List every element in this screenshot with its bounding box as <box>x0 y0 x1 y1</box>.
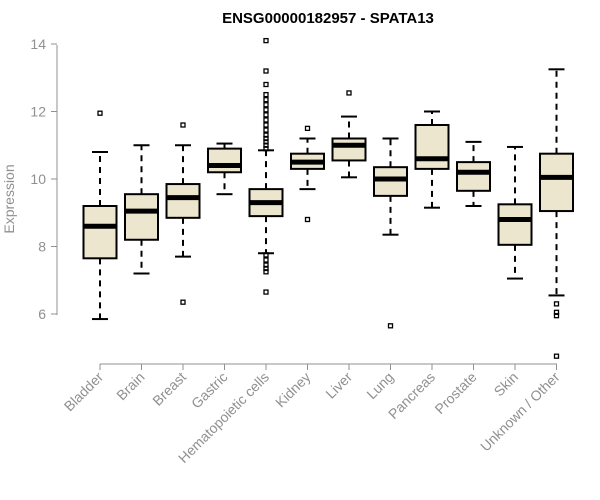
y-tick-label: 12 <box>30 104 46 120</box>
y-tick-label: 6 <box>38 306 46 322</box>
chart-title: ENSG00000182957 - SPATA13 <box>222 10 434 27</box>
box-group-brain <box>124 144 159 275</box>
outlier-point <box>263 132 269 138</box>
y-axis-ticks: 6 8 10 12 14 <box>30 36 57 322</box>
outlier-point <box>263 252 269 258</box>
iqr-box <box>82 205 118 260</box>
box-group-lung <box>373 137 408 329</box>
outlier-point <box>263 127 269 133</box>
box-group-prostate <box>456 140 491 207</box>
outlier-point <box>263 81 269 88</box>
x-tick-label: Bladder <box>61 369 107 415</box>
box-group-hematopoietic-cells <box>248 37 284 295</box>
outlier-point <box>553 309 560 315</box>
outlier-point <box>346 90 352 96</box>
outlier-point <box>263 117 269 123</box>
outlier-point <box>263 37 269 44</box>
x-tick-label: Brain <box>113 369 147 403</box>
outlier-point <box>97 110 103 116</box>
x-tick-label: Kidney <box>272 369 314 411</box>
iqr-box <box>456 161 491 192</box>
x-tick-label: Prostate <box>431 369 479 417</box>
box-group-gastric <box>207 142 242 196</box>
outlier-point <box>263 122 269 128</box>
iqr-box <box>414 124 450 170</box>
y-tick-label: 8 <box>38 239 46 255</box>
iqr-box <box>124 193 159 241</box>
outlier-point <box>263 91 269 98</box>
box-group-bladder <box>82 110 118 321</box>
outlier-point <box>304 216 311 223</box>
x-tick-label: Lung <box>363 369 396 402</box>
outlier-point <box>263 112 269 118</box>
outlier-point <box>553 301 560 307</box>
outlier-point <box>263 107 269 113</box>
iqr-box <box>497 203 533 246</box>
outlier-point <box>180 299 186 305</box>
outlier-point <box>263 97 269 103</box>
outlier-point <box>263 102 269 108</box>
outlier-point <box>263 257 269 263</box>
box-group-unknown-other <box>539 68 574 359</box>
x-tick-label: Breast <box>149 369 189 409</box>
box-group-skin <box>497 145 533 280</box>
outlier-point <box>263 289 269 295</box>
box-group-kidney <box>290 125 325 223</box>
outlier-point <box>553 353 560 359</box>
y-axis-label: Expression <box>1 164 17 233</box>
outlier-point <box>387 323 394 329</box>
outlier-point <box>263 68 269 74</box>
iqr-box <box>165 183 201 219</box>
box-group-pancreas <box>414 110 450 209</box>
outlier-point <box>180 122 186 128</box>
iqr-box <box>331 137 367 162</box>
outlier-point <box>304 125 311 132</box>
y-tick-label: 10 <box>30 171 46 187</box>
box-group-breast <box>165 122 201 305</box>
box-series <box>82 37 574 359</box>
box-group-liver <box>331 90 367 179</box>
iqr-box <box>373 166 408 197</box>
x-tick-label: Liver <box>322 369 355 402</box>
iqr-box <box>539 152 574 213</box>
y-tick-label: 14 <box>30 36 46 52</box>
outlier-point <box>263 262 269 268</box>
x-tick-label: Skin <box>491 369 522 400</box>
iqr-box <box>207 147 242 174</box>
x-tick-label: Unknown / Other <box>477 369 563 455</box>
